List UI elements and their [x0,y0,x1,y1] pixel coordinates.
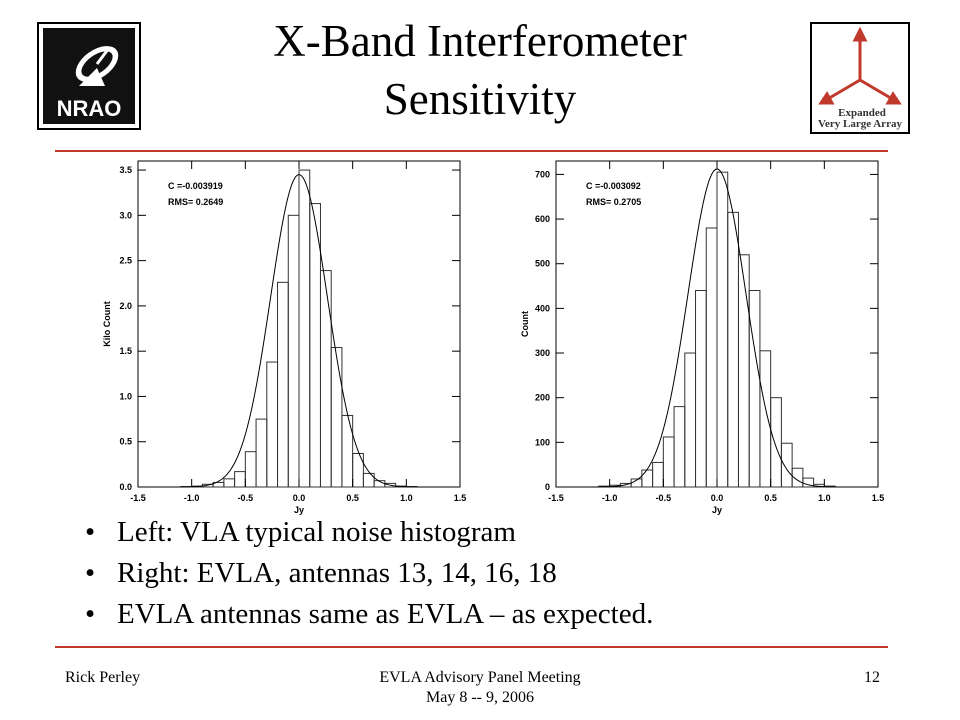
x-tick-label: 0.5 [346,493,359,503]
histogram-bar [770,397,782,488]
y-tick-label: 2.5 [119,256,132,266]
bullet-item: • Left: VLA typical noise histogram [85,512,653,553]
x-tick-label: 1.5 [872,493,885,503]
histogram-bar [384,482,397,488]
histogram-bar [223,478,236,488]
nrao-logo-text: NRAO [57,96,122,121]
histogram-bar [287,214,300,488]
x-tick-label: -1.5 [548,493,564,503]
y-tick-label: 100 [535,437,550,447]
histogram-bar [748,290,761,488]
bullet-text: Left: VLA typical noise histogram [117,516,516,548]
histogram-bar [759,350,772,488]
x-tick-label: -1.0 [602,493,618,503]
histogram-bar [234,471,246,488]
histogram-bar [727,211,739,488]
histogram-bar [266,361,279,488]
histogram-bar [309,203,321,488]
top-divider [55,150,888,152]
bullet-text: Right: EVLA, antennas 13, 14, 16, 18 [117,557,557,589]
histogram-bar [737,254,750,488]
histogram-bar [780,442,793,488]
y-tick-label: 3.0 [119,210,132,220]
x-tick-label: 0.0 [711,493,724,503]
y-tick-label: 200 [535,393,550,403]
y-tick-label: 0.0 [119,482,132,492]
right-histogram-svg: -1.5 -1.0 -0.5 0.0 0.5 1.0 1.5 0 100 200 300 400 500… [520,160,885,515]
y-tick-label: 700 [535,169,550,179]
histogram-bar [705,227,718,488]
evla-logo-line-1: Expanded [838,107,886,119]
right-histogram-chart: -1.5 -1.0 -0.5 0.0 0.5 1.0 1.5 0 100 200 300 400 500… [518,155,888,517]
x-tick-label: 1.5 [454,493,467,503]
nrao-logo-icon: NRAO [37,22,141,130]
stats-annotation: C =-0.003919 [168,181,223,191]
stats-annotation: RMS= 0.2649 [168,197,223,207]
y-tick-label: 0.5 [119,437,132,447]
histogram-bar [255,418,268,488]
y-tick-label: 400 [535,303,550,313]
footer-event-line-1: EVLA Advisory Panel Meeting [379,669,581,686]
evla-logo-icon: Expanded Very Large Array [810,22,910,134]
histogram-bar [641,469,654,488]
x-tick-label: -1.0 [184,493,200,503]
x-tick-label: 0.0 [293,493,306,503]
bullet-dot: • [85,557,96,589]
footer-author: Rick Perley [65,669,141,686]
bullet-list: • Left: VLA typical noise histogram • Righ… [85,512,653,635]
histogram-bar [319,270,332,488]
x-tick-label: 0.5 [764,493,777,503]
stats-annotation: RMS= 0.2705 [586,197,641,207]
footer-page-number: 12 [864,669,880,686]
bullet-dot: • [85,516,96,548]
stats-annotation: C =-0.003092 [586,181,641,191]
histogram-bar [341,414,354,488]
bottom-divider [55,646,888,648]
y-tick-label: 0 [545,482,550,492]
y-tick-label: 500 [535,259,550,269]
histogram-bar [330,347,343,488]
histogram-bar [662,436,675,488]
y-axis-label: Count [520,311,530,337]
left-histogram-svg: -1.5 -1.0 -0.5 0.0 0.5 1.0 1.5 0.0 0.5 1.0 1.5 2.0 2… [102,160,467,515]
y-tick-label: 3.5 [119,165,132,175]
x-tick-label: -0.5 [656,493,672,503]
y-tick-label: 600 [535,214,550,224]
y-tick-label: 2.0 [119,301,132,311]
footer-event-line-2: May 8 -- 9, 2006 [426,689,534,706]
histogram-bar [352,452,364,488]
histogram-bar [716,171,729,488]
x-axis-label: Jy [294,505,304,515]
histogram-bar [277,281,289,488]
bullet-dot: • [85,598,96,630]
evla-logo-line-2: Very Large Array [818,118,902,130]
bullet-item: • Right: EVLA, antennas 13, 14, 16, 18 [85,553,653,594]
x-tick-label: 1.0 [400,493,413,503]
footer-event: EVLA Advisory Panel Meeting May 8 -- 9, … [280,668,680,708]
histogram-bar [684,352,697,488]
histogram-bar [298,169,311,488]
y-tick-label: 300 [535,348,550,358]
title-line-1: X-Band Interferometer [273,16,687,66]
histogram-bar [695,290,707,488]
histogram-bar [652,461,664,488]
y-tick-label: 1.0 [119,391,132,401]
x-axis-label: Jy [712,505,722,515]
histogram-bar [244,451,257,488]
bullet-item: • EVLA antennas same as EVLA – as expecte… [85,594,653,635]
histogram-bar [673,406,686,488]
title-line-2: Sensitivity [383,74,577,124]
x-tick-label: 1.0 [818,493,831,503]
x-tick-label: -0.5 [238,493,254,503]
left-histogram-chart: -1.5 -1.0 -0.5 0.0 0.5 1.0 1.5 0.0 0.5 1.0 1.5 2.0 2… [100,155,470,517]
bullet-text: EVLA antennas same as EVLA – as expected… [117,598,654,630]
y-axis-label: Kilo Count [102,301,112,347]
y-tick-label: 1.5 [119,346,132,356]
slide-title: X-Band Interferometer Sensitivity [170,12,790,128]
x-tick-label: -1.5 [130,493,146,503]
